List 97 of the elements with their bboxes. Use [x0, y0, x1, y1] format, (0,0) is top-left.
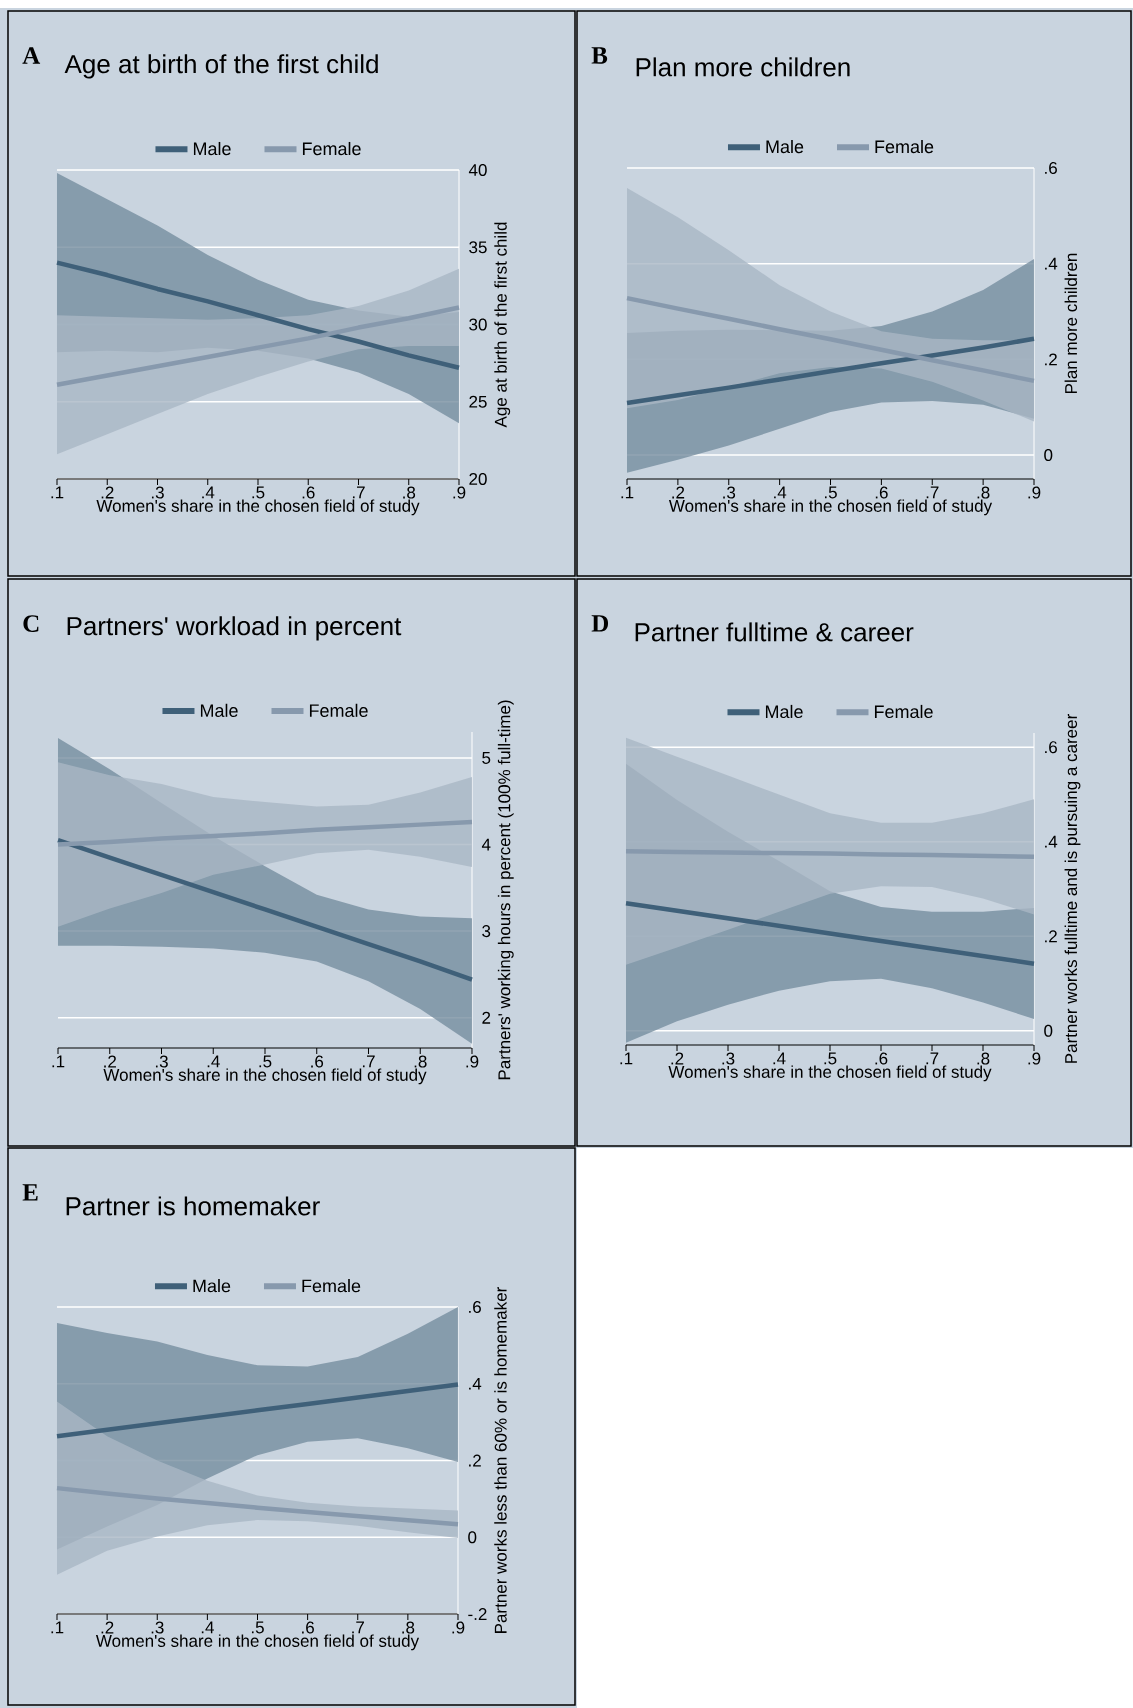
x-tick-label: .7 [352, 1621, 364, 1634]
legend-label: Female [875, 139, 934, 154]
x-tick-label: .6 [875, 486, 888, 499]
x-tick-label: .2 [672, 486, 685, 499]
x-tick-label: .3 [155, 1055, 168, 1068]
x-tick-label: .2 [671, 1052, 684, 1065]
legend-label: Female [302, 1279, 361, 1293]
y-axis-title: Partner works fulltime and is pursuing a career [1064, 714, 1081, 1063]
x-tick-label: .7 [362, 1055, 375, 1068]
x-tick-label: .8 [403, 486, 416, 499]
legend-label: Male [193, 141, 231, 156]
x-tick-label: .9 [466, 1055, 479, 1068]
y-tick-label: .2 [469, 1454, 481, 1467]
chart-title: Age at birth of the first child [64, 54, 378, 79]
y-tick-label: 25 [469, 395, 487, 408]
legend-label: Female [302, 141, 361, 156]
y-tick-label: .4 [1045, 835, 1058, 848]
y-tick-label: 4 [481, 838, 491, 851]
x-tick-label: .2 [101, 486, 114, 499]
y-tick-label: 2 [482, 1011, 491, 1024]
text: C [23, 615, 39, 632]
x-tick-label: .1 [621, 486, 634, 499]
x-tick-label: .5 [824, 486, 837, 499]
y-tick-label: -.2 [468, 1608, 487, 1620]
chart-title: Partners' workload in percent [67, 616, 402, 641]
x-tick-label: .2 [101, 1621, 114, 1634]
x-tick-label: .5 [824, 1052, 837, 1065]
x-tick-label: .2 [104, 1055, 116, 1068]
x-tick-label: .8 [977, 1052, 990, 1065]
x-tick-label: .6 [311, 1055, 324, 1068]
y-axis-title: Age at birth of the first child [494, 222, 511, 428]
y-tick-label: 0 [1044, 449, 1053, 462]
y-tick-label: .4 [469, 1377, 482, 1390]
y-tick-label: 5 [482, 752, 491, 764]
y-axis-title: Partners' working hours in percent (100% full-time) [497, 700, 514, 1080]
x-tick-label: .5 [252, 486, 265, 499]
y-tick-label: 0 [1044, 1024, 1053, 1037]
x-tick-label: .4 [201, 1621, 214, 1634]
legend-label: Male [193, 1279, 231, 1293]
y-axis-title: Partner works less than 60% or is homemaker [494, 1287, 507, 1633]
x-tick-label: .1 [52, 1055, 65, 1068]
x-tick-label: .9 [452, 1621, 465, 1634]
x-tick-label: .1 [51, 1621, 64, 1634]
x-tick-label: .4 [202, 486, 215, 499]
y-axis-title: Plan more children [1064, 253, 1078, 393]
y-tick-label: 20 [469, 472, 487, 486]
legend-label: Male [765, 704, 803, 719]
legend-label: Male [200, 703, 238, 717]
text: A [22, 47, 41, 64]
x-tick-label: .1 [620, 1052, 633, 1065]
x-tick-label: .3 [723, 486, 736, 499]
x-tick-label: .7 [926, 486, 939, 499]
x-tick-label: .4 [774, 486, 787, 499]
y-tick-label: 40 [468, 163, 487, 177]
legend-label: Male [766, 139, 804, 154]
y-tick-label: .6 [1045, 741, 1057, 754]
x-tick-label: .4 [207, 1055, 220, 1068]
x-axis-title: Women's share in the chosen field of study [95, 1634, 420, 1651]
y-tick-label: .4 [1045, 257, 1058, 270]
x-tick-label: .6 [302, 1621, 314, 1634]
x-tick-label: .4 [773, 1052, 786, 1065]
x-tick-label: .8 [977, 486, 990, 499]
y-tick-label: 30 [469, 318, 487, 331]
text: B [591, 47, 608, 64]
x-axis-title: Women's share in the chosen field of study [668, 1065, 992, 1082]
x-tick-label: .8 [414, 1055, 427, 1068]
chart-title: Partner fulltime & career [635, 622, 914, 642]
x-tick-label: .5 [259, 1055, 272, 1068]
legend-label: Female [309, 703, 368, 717]
x-tick-label: .7 [352, 486, 365, 499]
chart-title: Plan more children [636, 57, 850, 77]
x-tick-label: .9 [1028, 1052, 1041, 1065]
y-tick-label: .6 [469, 1300, 481, 1314]
x-tick-label: .3 [151, 1621, 164, 1634]
x-tick-label: .5 [251, 1621, 264, 1634]
x-tick-label: .3 [151, 486, 164, 499]
x-tick-label: .8 [402, 1621, 415, 1634]
text: D [591, 615, 609, 632]
x-tick-label: .6 [875, 1052, 888, 1065]
y-tick-label: 0 [468, 1531, 477, 1544]
x-tick-label: .1 [51, 486, 64, 499]
legend-label: Female [874, 704, 933, 719]
x-tick-label: .9 [1028, 486, 1041, 499]
y-tick-label: .2 [1045, 353, 1057, 366]
chart-title: Partner is homemaker [66, 1196, 320, 1216]
y-tick-label: .2 [1045, 930, 1057, 943]
x-tick-label: .3 [722, 1052, 735, 1065]
x-axis-title: Women's share in the chosen field of study [103, 1068, 427, 1085]
x-tick-label: .6 [302, 486, 315, 499]
x-tick-label: .9 [453, 486, 466, 499]
y-tick-label: 3 [482, 925, 491, 938]
y-tick-label: 35 [469, 241, 487, 254]
x-tick-label: .7 [926, 1052, 939, 1065]
text: E [22, 1184, 38, 1201]
y-tick-label: .6 [1045, 161, 1057, 175]
x-axis-title: Women's share in the chosen field of study [668, 499, 993, 516]
x-axis-title: Women's share in the chosen field of study [96, 499, 420, 516]
